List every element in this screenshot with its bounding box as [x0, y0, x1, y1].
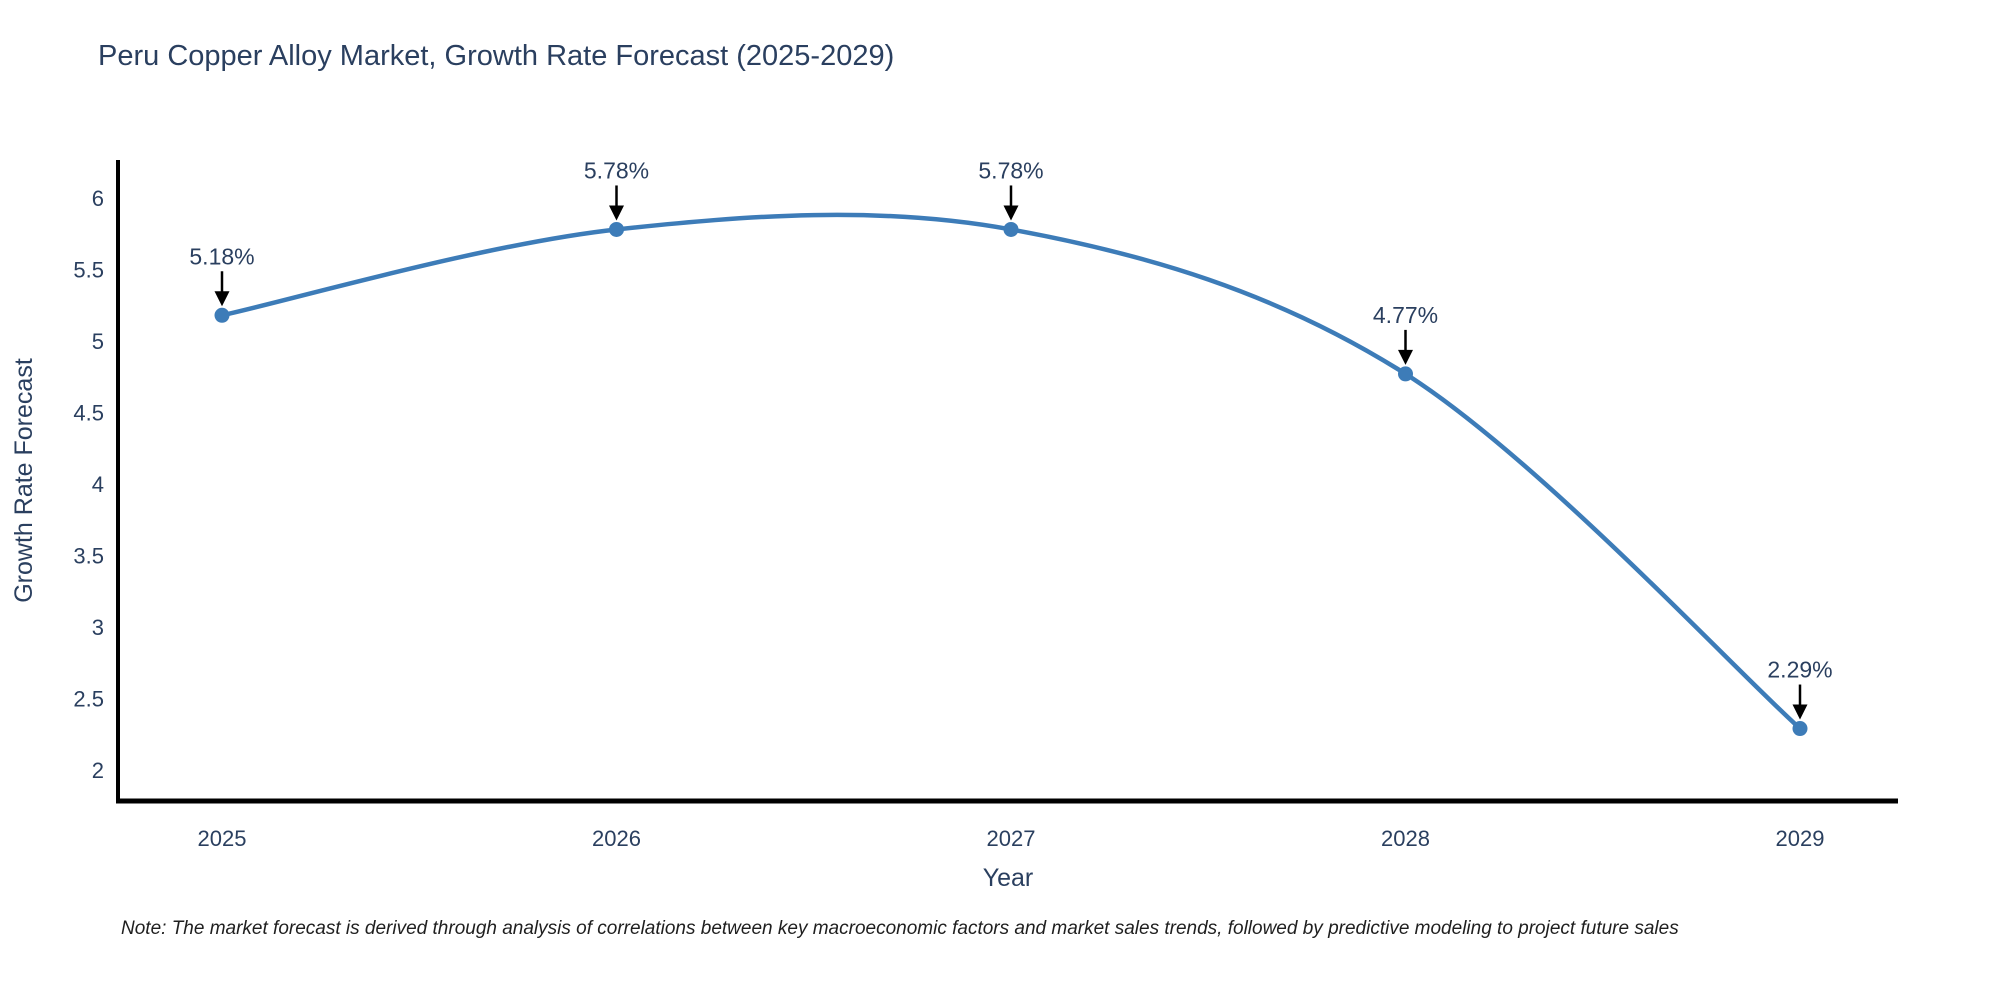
- y-axis-tick-labels: 2 2.5 3 3.5 4 4.5 5 5.5 6: [73, 186, 104, 783]
- footnote: Note: The market forecast is derived thr…: [121, 918, 1679, 939]
- data-point: [1792, 721, 1808, 737]
- axes: [116, 160, 1898, 804]
- data-points: [214, 221, 1808, 737]
- y-axis-title: Growth Rate Forecast: [10, 358, 38, 603]
- point-annotations: 5.18% 5.78% 5.78% 4.77% 2.29%: [189, 157, 1833, 720]
- annotation-label: 5.18%: [189, 243, 254, 269]
- annotation-arrowhead: [1398, 349, 1413, 365]
- x-tick-label: 2027: [987, 826, 1036, 851]
- annotation-label: 4.77%: [1373, 302, 1438, 328]
- y-tick-label: 2.5: [73, 687, 104, 712]
- annotation-arrowhead: [1792, 704, 1808, 720]
- annotation-label: 5.78%: [584, 157, 649, 183]
- annotation-arrowhead: [214, 291, 230, 307]
- y-tick-label: 2: [92, 758, 104, 783]
- annotation-label: 2.29%: [1767, 657, 1832, 683]
- x-tick-label: 2026: [592, 826, 641, 851]
- chart-title: Peru Copper Alloy Market, Growth Rate Fo…: [98, 40, 895, 72]
- data-point: [609, 221, 624, 237]
- x-tick-label: 2029: [1776, 826, 1825, 851]
- annotation-label: 5.78%: [978, 157, 1043, 183]
- data-point: [1398, 366, 1413, 382]
- y-tick-label: 6: [92, 186, 104, 211]
- x-axis-tick-labels: 2025 2026 2027 2028 2029: [198, 826, 1825, 851]
- y-tick-label: 3: [92, 615, 104, 640]
- y-tick-label: 4.5: [73, 401, 104, 426]
- data-point: [214, 307, 230, 323]
- y-tick-label: 4: [92, 472, 104, 497]
- annotation-arrowhead: [609, 205, 624, 221]
- x-tick-label: 2028: [1381, 826, 1430, 851]
- x-axis-title: Year: [983, 864, 1034, 892]
- annotation-arrowhead: [1003, 205, 1019, 221]
- y-tick-label: 5: [92, 329, 104, 354]
- y-tick-label: 5.5: [73, 258, 104, 283]
- y-tick-label: 3.5: [73, 544, 104, 569]
- data-point: [1003, 221, 1019, 237]
- x-tick-label: 2025: [198, 826, 247, 851]
- trend-line: [219, 212, 1803, 731]
